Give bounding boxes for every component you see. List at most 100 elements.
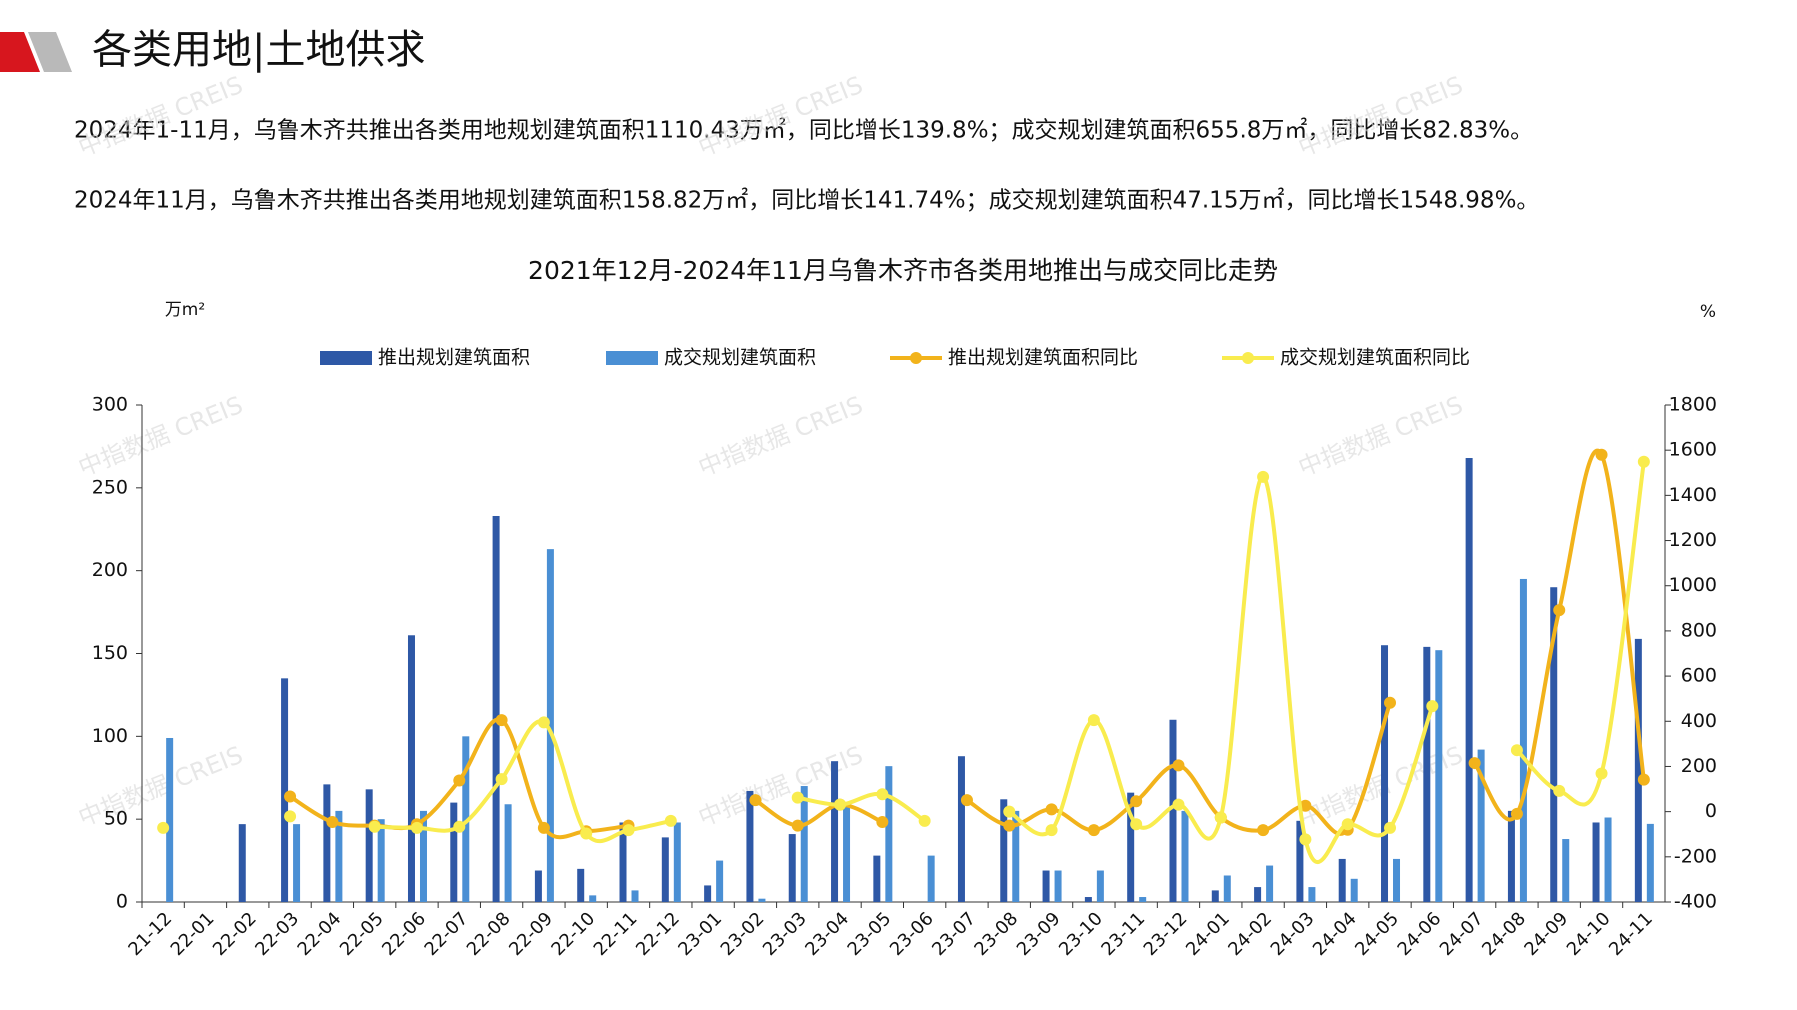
line-marker: [1595, 448, 1608, 461]
x-tick-label: 23-08: [970, 908, 1022, 960]
line-marker: [1045, 824, 1058, 837]
line-marker: [1172, 759, 1185, 772]
watermark: 中指数据 CREIS: [694, 71, 866, 162]
bar: [577, 868, 585, 902]
line-marker: [1214, 811, 1227, 824]
logo-red: [0, 32, 40, 72]
watermark: 中指数据 CREIS: [1294, 71, 1466, 162]
y-tick-label: 250: [92, 476, 128, 498]
bar: [1169, 719, 1177, 902]
line-marker: [1087, 824, 1100, 837]
x-tick-label: 22-04: [294, 908, 346, 960]
x-tick-label: 22-09: [505, 908, 557, 960]
line-marker: [918, 814, 931, 827]
bar: [661, 837, 669, 902]
bar: [407, 635, 415, 902]
bar: [1139, 897, 1147, 902]
bar: [873, 855, 881, 902]
bar: [492, 515, 500, 902]
line-marker: [1130, 818, 1143, 831]
bar: [1308, 887, 1316, 902]
bar: [831, 761, 839, 902]
line-marker: [1384, 696, 1397, 709]
bar: [1266, 865, 1274, 902]
x-tick-label: 21-12: [124, 908, 176, 960]
legend-label: 推出规划建筑面积同比: [948, 347, 1138, 369]
bar: [504, 804, 512, 902]
bar: [1465, 458, 1473, 902]
x-tick-label: 23-05: [844, 908, 896, 960]
bar: [1423, 646, 1431, 902]
x-tick-label: 24-07: [1436, 908, 1488, 960]
bar: [1296, 820, 1304, 902]
page-title: 各类用地|土地供求: [92, 27, 425, 73]
line-marker: [537, 716, 550, 729]
bar: [1604, 817, 1612, 902]
bar: [619, 822, 627, 902]
line-marker: [960, 794, 973, 807]
line-marker: [1172, 798, 1185, 811]
bar: [534, 870, 542, 902]
bar: [800, 786, 808, 902]
y2-tick-label: 800: [1681, 619, 1717, 641]
x-tick-label: 23-06: [886, 908, 938, 960]
bar: [1592, 822, 1600, 902]
y-tick-label: 50: [104, 808, 128, 830]
bar: [1519, 578, 1527, 902]
x-tick-label: 24-09: [1520, 908, 1572, 960]
bar: [1338, 858, 1346, 902]
x-tick-label: 22-01: [167, 908, 219, 960]
bar: [1634, 638, 1642, 902]
line-marker: [1384, 821, 1397, 834]
x-tick-label: 23-10: [1055, 908, 1107, 960]
bar: [377, 819, 385, 902]
paragraph: 2024年1-11月，乌鲁木齐共推出各类用地规划建筑面积1110.43万㎡，同比…: [74, 118, 1533, 144]
line-marker: [495, 773, 508, 786]
x-tick-label: 24-08: [1478, 908, 1530, 960]
bar: [589, 895, 597, 902]
watermark: 中指数据 CREIS: [74, 741, 246, 832]
line-marker: [1637, 455, 1650, 468]
bar: [419, 810, 427, 902]
line-marker: [157, 821, 170, 834]
line-marker: [453, 820, 466, 833]
line-marker: [622, 824, 635, 837]
line-marker: [834, 798, 847, 811]
y2-tick-label: -200: [1674, 845, 1717, 867]
bar: [1381, 645, 1389, 902]
y2-tick-label: 1600: [1669, 439, 1717, 461]
legend-label: 成交规划建筑面积: [664, 347, 816, 369]
x-tick-label: 24-10: [1563, 908, 1615, 960]
legend-label: 推出规划建筑面积: [378, 347, 530, 369]
x-tick-label: 23-03: [759, 908, 811, 960]
line-marker: [1553, 784, 1566, 797]
legend-swatch: [1242, 352, 1254, 364]
bar: [1646, 823, 1654, 902]
bar: [843, 802, 851, 902]
bar: [673, 822, 681, 902]
bar: [546, 549, 554, 902]
bar: [1127, 792, 1135, 902]
line-marker: [1595, 767, 1608, 780]
line-marker: [1045, 803, 1058, 816]
x-tick-label: 24-11: [1605, 908, 1657, 960]
x-tick-label: 24-04: [1309, 908, 1361, 960]
y2-tick-label: 1200: [1669, 529, 1717, 551]
bar: [238, 824, 246, 902]
bar: [788, 834, 796, 902]
bar: [746, 791, 754, 902]
line-marker: [749, 794, 762, 807]
line-marker: [1426, 700, 1439, 713]
line-marker: [1003, 805, 1016, 818]
bar: [462, 736, 470, 902]
x-tick-label: 24-03: [1267, 908, 1319, 960]
line-marker: [664, 814, 677, 827]
chart-title: 2021年12月-2024年11月乌鲁木齐市各类用地推出与成交同比走势: [528, 256, 1278, 285]
bar: [1000, 799, 1008, 902]
line-marker: [1087, 714, 1100, 727]
bar: [885, 766, 893, 902]
y2-tick-label: -400: [1674, 891, 1717, 913]
bar: [1393, 858, 1401, 902]
y2-tick-label: 600: [1681, 665, 1717, 687]
y-tick-label: 150: [92, 642, 128, 664]
